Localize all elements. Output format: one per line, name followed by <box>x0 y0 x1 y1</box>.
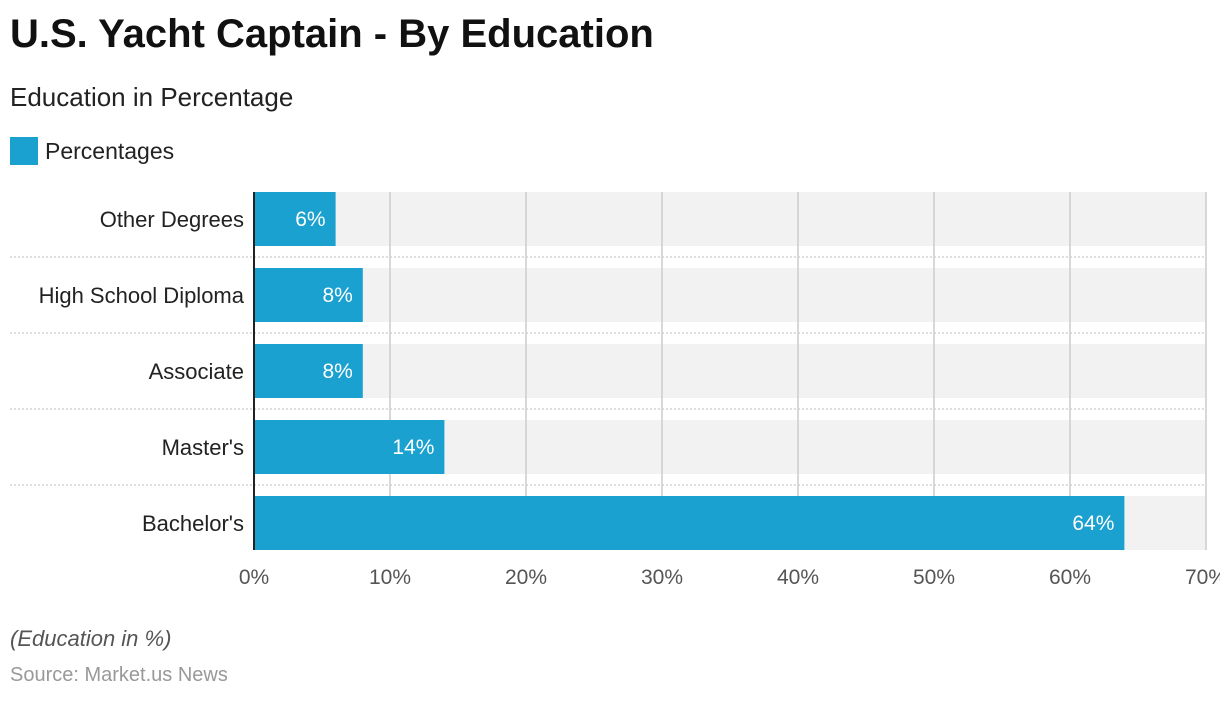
category-label: Other Degrees <box>100 207 244 232</box>
data-label: 8% <box>322 360 352 383</box>
x-tick-label: 40% <box>777 566 819 589</box>
x-tick-label: 20% <box>505 566 547 589</box>
x-tick-label: 70% <box>1185 566 1220 589</box>
data-label: 6% <box>295 208 325 231</box>
chart-title: U.S. Yacht Captain - By Education <box>10 12 654 56</box>
chart-subtitle: Education in Percentage <box>10 82 294 112</box>
category-label: Master's <box>162 435 244 460</box>
data-label: 14% <box>392 436 434 459</box>
bar <box>254 344 363 398</box>
bar <box>254 420 445 474</box>
legend-label: Percentages <box>45 137 175 164</box>
legend: Percentages <box>10 137 174 165</box>
x-tick-label: 50% <box>913 566 955 589</box>
bar <box>254 496 1125 550</box>
x-tick-label: 0% <box>239 566 269 589</box>
x-tick-label: 30% <box>641 566 683 589</box>
bar <box>254 268 363 322</box>
legend-swatch <box>10 137 38 165</box>
x-tick-label: 10% <box>369 566 411 589</box>
row-band <box>254 192 1206 246</box>
x-tick-label: 60% <box>1049 566 1091 589</box>
row-band <box>254 268 1206 322</box>
data-label: 8% <box>322 284 352 307</box>
bar <box>254 192 336 246</box>
category-label: Associate <box>149 359 244 384</box>
chart-source: Source: Market.us News <box>10 664 228 686</box>
category-label: Bachelor's <box>142 511 244 536</box>
row-band <box>254 344 1206 398</box>
data-label: 64% <box>1072 512 1114 535</box>
chart-note: (Education in %) <box>10 626 172 651</box>
category-label: High School Diploma <box>39 283 245 308</box>
